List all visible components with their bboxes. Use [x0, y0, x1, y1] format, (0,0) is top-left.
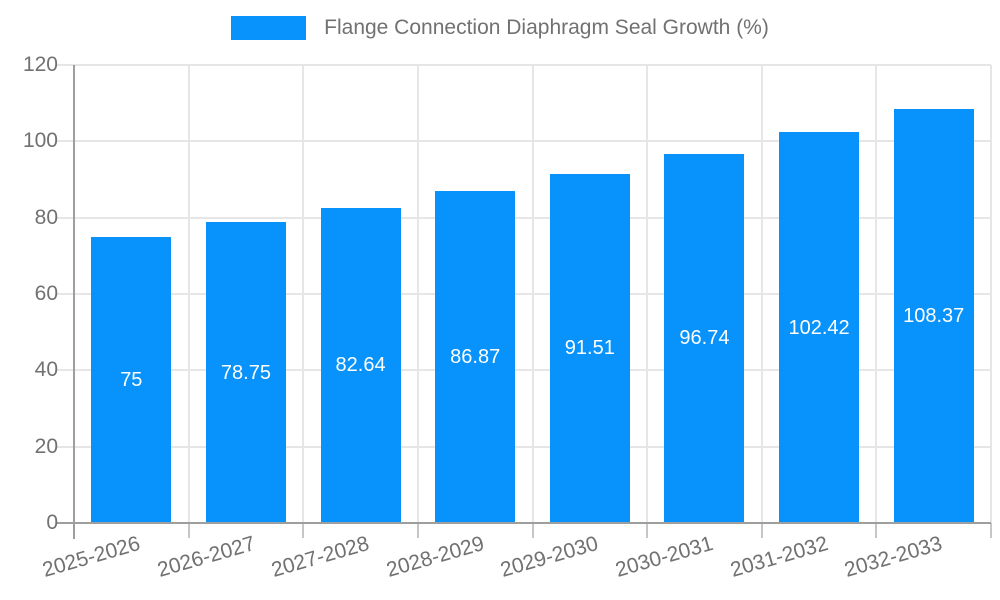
- bar-2025-2026[interactable]: [91, 236, 172, 523]
- y-axis-tick-label: 40: [34, 358, 58, 382]
- gridline-horizontal: [56, 369, 991, 372]
- gridline-horizontal: [56, 293, 991, 295]
- bar-2028-2029[interactable]: [435, 191, 516, 523]
- x-axis-tick: [531, 523, 534, 538]
- gridline-horizontal: [56, 445, 991, 448]
- x-axis-tick: [875, 523, 878, 538]
- x-axis-tick: [646, 523, 649, 538]
- gridline-vertical: [531, 65, 534, 523]
- y-axis-tick-label: 120: [22, 53, 58, 76]
- x-axis-label: 2032-2033: [842, 532, 946, 582]
- x-axis-label: 2028-2029: [383, 532, 487, 582]
- x-axis-tick: [760, 523, 763, 538]
- bar-value-label: 102.42: [788, 316, 850, 339]
- x-axis-tick: [187, 523, 190, 538]
- gridline-horizontal: [56, 64, 991, 66]
- bar-value-label: 108.37: [903, 305, 965, 328]
- bar-2031-2032[interactable]: [779, 132, 860, 523]
- x-axis-tick: [990, 523, 992, 538]
- x-axis-tick: [416, 523, 419, 538]
- bar-2029-2030[interactable]: [549, 173, 630, 523]
- y-axis-line: [73, 65, 75, 539]
- gridline-vertical: [760, 65, 763, 523]
- x-axis-label: 2029-2030: [498, 532, 602, 582]
- gridline-vertical: [187, 65, 190, 523]
- bar-2032-2033[interactable]: [893, 109, 974, 523]
- bar-2026-2027[interactable]: [205, 222, 286, 523]
- x-axis-label: 2026-2027: [154, 532, 258, 582]
- y-axis-tick-label: 80: [34, 205, 58, 229]
- bar-value-label: 86.87: [450, 346, 501, 369]
- legend-swatch[interactable]: [231, 16, 307, 40]
- x-axis-label: 2025-2026: [39, 532, 143, 582]
- gridline-vertical: [416, 65, 419, 523]
- x-axis-label: 2027-2028: [269, 532, 372, 582]
- y-axis-tick-label: 20: [34, 434, 58, 458]
- gridline-vertical: [875, 65, 878, 523]
- y-axis-tick-label: 100: [22, 129, 58, 153]
- bar-2027-2028[interactable]: [320, 207, 401, 523]
- bar-value-label: 82.64: [335, 354, 386, 377]
- gridline-vertical: [990, 65, 992, 523]
- x-axis-label: 2030-2031: [612, 532, 716, 582]
- x-axis-label: 2031-2032: [727, 532, 831, 582]
- gridline-horizontal: [56, 216, 991, 219]
- bar-value-label: 75: [120, 368, 143, 391]
- bar-value-label: 91.51: [564, 337, 615, 360]
- x-axis-line: [56, 522, 991, 524]
- gridline-horizontal: [56, 140, 991, 143]
- chart-legend[interactable]: Flange Connection Diaphragm Seal Growth …: [0, 16, 1000, 40]
- legend-label: Flange Connection Diaphragm Seal Growth …: [324, 16, 769, 39]
- y-axis-tick-label: 0: [46, 511, 58, 534]
- y-axis-tick-label: 60: [34, 282, 58, 305]
- bar-2030-2031[interactable]: [664, 153, 745, 523]
- gridline-vertical: [302, 65, 305, 523]
- bar-value-label: 96.74: [679, 327, 730, 350]
- bar-value-label: 78.75: [220, 361, 271, 384]
- gridline-vertical: [646, 65, 649, 523]
- x-axis-tick: [302, 523, 305, 538]
